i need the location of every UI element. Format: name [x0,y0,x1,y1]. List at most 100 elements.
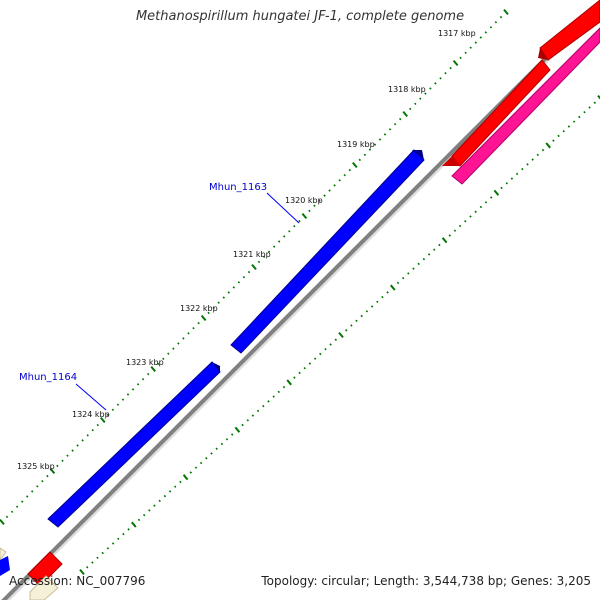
reverse-gene-pink[interactable] [451,27,600,185]
major-tick [79,568,85,576]
minor-tick [401,276,405,280]
topology-summary: Topology: circular; Length: 3,544,738 bp… [261,574,591,588]
minor-tick [25,495,29,498]
minor-tick [71,449,74,452]
minor-tick [444,71,447,75]
minor-tick [293,376,296,379]
minor-tick [510,177,514,180]
major-tick [100,416,106,424]
minor-tick [5,515,9,519]
minor-tick [308,209,311,213]
major-tick [0,518,5,526]
gene-mhun-1164[interactable] [47,361,221,528]
minor-tick [583,110,586,114]
minor-tick [251,414,255,417]
ruler-label-1323: 1323 kbp [126,358,164,367]
ruler-label-1318: 1318 kbp [388,85,426,94]
minor-tick [593,101,597,104]
minor-tick [414,102,417,106]
minor-tick [376,300,379,304]
minor-tick [232,286,236,289]
minor-tick [552,139,555,142]
minor-tick [36,485,39,488]
minor-tick [192,326,195,330]
minor-tick [319,352,322,356]
minor-tick [494,20,498,24]
minor-tick [156,362,160,366]
minor-tick [338,179,341,182]
minor-tick [168,490,172,493]
minor-tick [378,138,382,141]
minor-tick [448,234,452,237]
accession-label: Accession: NC_007796 [9,574,146,588]
minor-tick [464,51,467,55]
minor-tick [46,474,49,478]
minor-tick [111,408,115,412]
minor-tick [439,77,442,80]
minor-tick [383,133,387,136]
minor-tick [484,31,488,34]
minor-tick [256,409,260,413]
gene-fragment-tan[interactable] [0,547,59,600]
minor-tick [308,362,312,365]
major-tick [402,110,408,118]
major-tick [49,467,56,475]
map-title: Methanospirillum hungatei JF-1, complete… [135,9,465,24]
minor-tick [187,332,190,335]
minor-tick [381,295,384,299]
minor-tick [41,479,44,483]
minor-tick [282,385,286,389]
gene-fragment-blue[interactable] [0,556,10,576]
minor-tick [521,167,524,171]
minor-tick [360,314,363,318]
minor-tick [197,321,200,325]
minor-tick [85,566,89,569]
ruler-label-1321: 1321 kbp [233,250,271,259]
minor-tick [293,224,296,228]
major-tick [200,314,207,322]
gene-label-mhun-1164[interactable]: Mhun_1164 [19,372,107,411]
minor-tick [262,255,266,259]
minor-tick [162,357,165,361]
minor-tick [324,347,327,351]
minor-tick [146,372,150,376]
minor-tick [396,281,400,285]
minor-tick [257,260,261,264]
reverse-gene-red[interactable] [442,59,551,167]
minor-tick [464,220,467,223]
major-tick [390,284,396,291]
gene-label-mhun-1163[interactable]: Mhun_1163 [209,182,300,224]
major-tick [251,263,257,271]
gene-label-text: Mhun_1163 [209,182,267,193]
ruler-label-1317: 1317 kbp [438,29,476,38]
minor-tick [484,201,488,204]
minor-tick [365,310,369,313]
major-tick [545,142,551,149]
minor-tick [242,275,246,279]
reverse-gene-red-bottom[interactable] [27,551,63,587]
minor-tick [81,439,84,442]
minor-tick [106,547,110,550]
minor-tick [419,97,422,100]
gene-mhun-1163[interactable] [230,149,425,354]
minor-tick [86,434,89,437]
minor-tick [479,36,483,39]
minor-tick [10,510,14,514]
minor-tick [536,153,540,157]
minor-tick [127,528,130,531]
minor-tick [277,240,281,243]
minor-tick [434,82,437,85]
minor-tick [126,393,130,396]
minor-tick [449,66,452,70]
reverse-gene-red-top[interactable] [538,0,600,61]
ruler-label-1324: 1324 kbp [72,410,110,419]
minor-tick [500,186,503,190]
minor-tick [267,250,271,253]
minor-tick [247,270,251,274]
major-tick [452,59,459,67]
minor-tick [344,329,348,332]
minor-tick [76,444,79,447]
minor-tick [318,199,321,202]
minor-tick [222,296,226,299]
